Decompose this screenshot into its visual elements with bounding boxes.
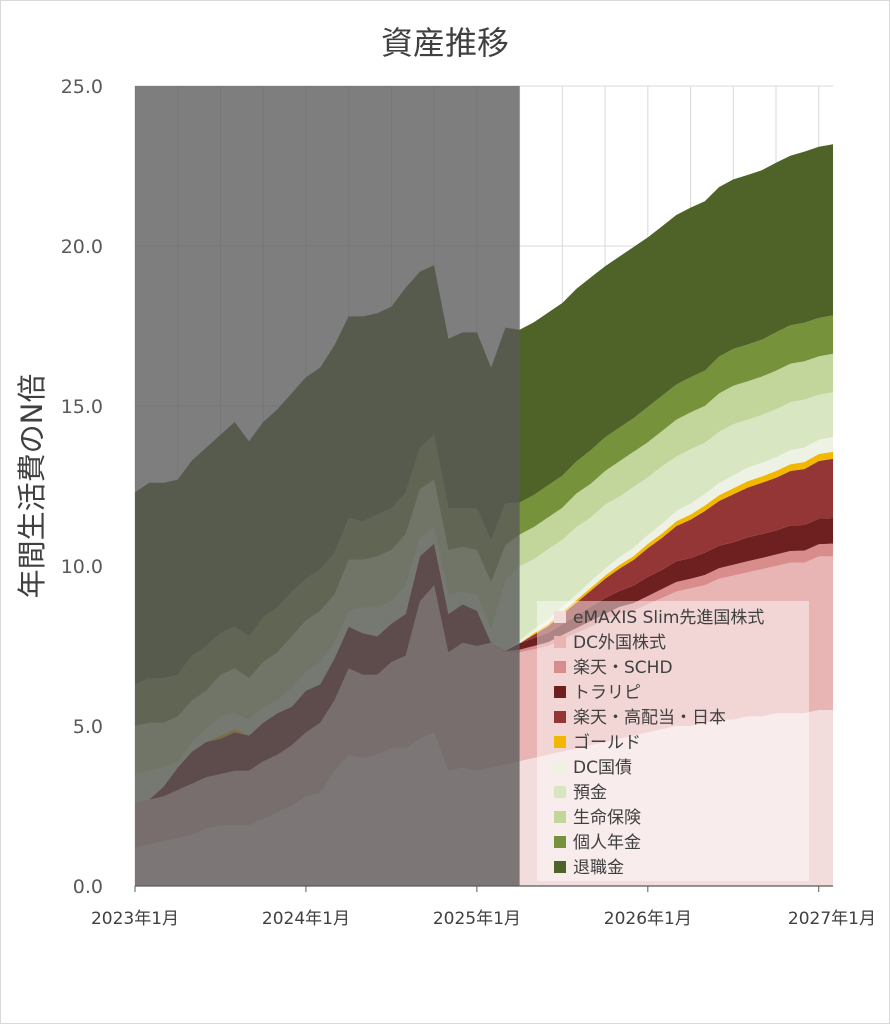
y-tick-label: 15.0 (61, 396, 103, 418)
legend-swatch (554, 661, 566, 673)
chart-title: 資産推移 (381, 24, 509, 62)
legend-swatch (554, 611, 566, 623)
legend-entry: 生命保険 (573, 808, 641, 828)
x-tick-label: 2023年1月 (91, 909, 179, 929)
legend-swatch (554, 811, 566, 823)
legend-entry: DC外国株式 (573, 633, 666, 653)
x-tick-label: 2027年1月 (788, 909, 876, 929)
x-tick-label: 2026年1月 (604, 909, 692, 929)
y-tick-label: 10.0 (61, 556, 103, 578)
legend-swatch (554, 736, 566, 748)
area-series-6 (135, 437, 833, 803)
area-series-7 (135, 392, 833, 803)
area-series-3 (135, 518, 833, 803)
y-axis-label: 年間生活費のN倍 (15, 374, 49, 599)
area-series-4 (135, 458, 833, 803)
legend-entry: ゴールド (573, 732, 641, 753)
legend-swatch (554, 636, 566, 648)
y-tick-label: 5.0 (73, 716, 103, 738)
legend-entry: 退職金 (573, 858, 624, 878)
legend-entry: 楽天・SCHD (573, 658, 673, 678)
y-tick-label: 20.0 (61, 236, 103, 258)
x-tick-label: 2025年1月 (433, 909, 521, 929)
legend-entry: 個人年金 (573, 833, 641, 853)
legend-entry: eMAXIS Slim先進国株式 (573, 608, 764, 628)
y-tick-label: 25.0 (61, 76, 103, 98)
legend-swatch (554, 786, 566, 798)
axes: 2023年1月 2024年1月 2025年1月 2026年1月 2027年1月 0.0 5.… (61, 76, 876, 929)
shaded-past-region (135, 86, 520, 886)
legend-entry: 楽天・高配当・日本 (573, 708, 726, 728)
legend-entry: DC国債 (573, 758, 632, 778)
legend-entry: 預金 (573, 783, 607, 803)
legend-swatch (554, 861, 566, 873)
legend-box (537, 601, 809, 881)
area-series-9 (135, 315, 833, 726)
y-tick-label: 0.0 (73, 876, 103, 898)
past-shade-rect (135, 86, 520, 886)
legend-entry: トラリピ (573, 683, 641, 703)
legend-swatch (554, 761, 566, 773)
area-series-5 (135, 451, 833, 803)
legend-swatch (554, 836, 566, 848)
legend-swatch (554, 711, 566, 723)
legend-swatch (554, 686, 566, 698)
x-tick-label: 2024年1月 (262, 909, 350, 929)
